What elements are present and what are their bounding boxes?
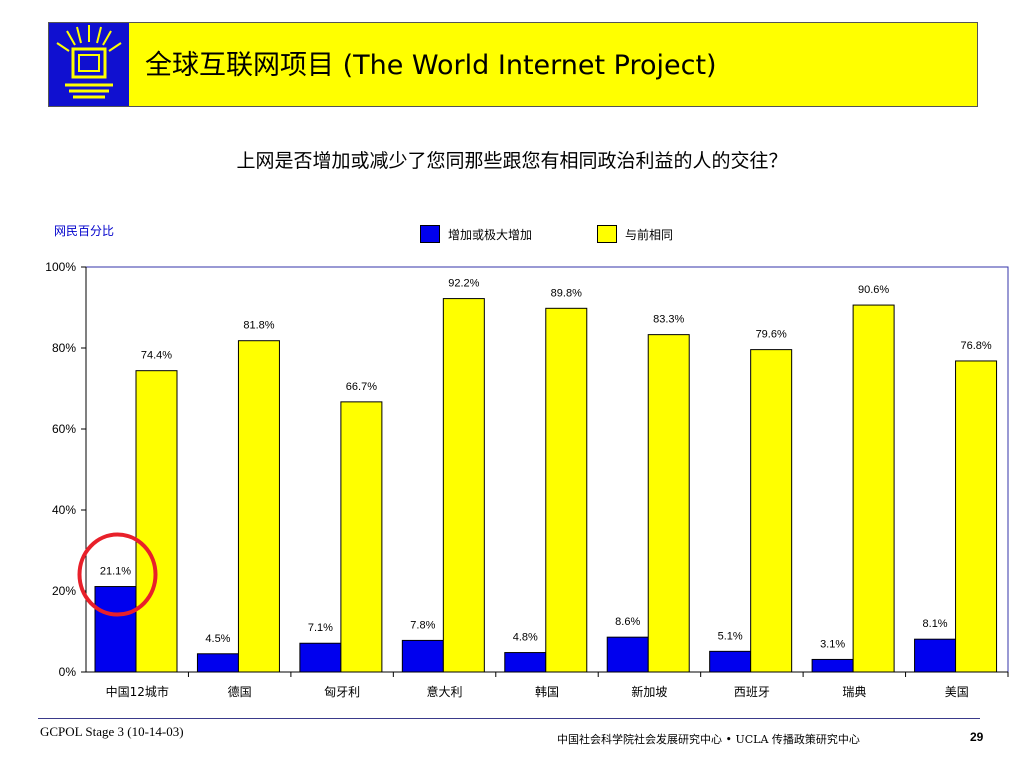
wip-logo (49, 23, 129, 106)
bar-increase (606, 636, 649, 673)
data-label-increase: 5.1% (718, 630, 743, 642)
bar-same (135, 370, 178, 673)
bar-chart: 0% 20% 40% 60% 80% 100% 中国12城市 21.1% 74.4% 德国 4.5%… (45, 260, 1009, 699)
bar-same (545, 307, 588, 673)
footer-stage: GCPOL Stage 3 (10-14-03) (40, 724, 184, 739)
bar-same (442, 298, 485, 673)
data-label-increase: 8.6% (615, 616, 640, 628)
data-label-increase: 7.8% (410, 619, 435, 631)
data-label-increase: 4.8% (513, 632, 538, 644)
y-tick-label: 0% (59, 665, 77, 679)
footer-org: 中国社会科学院社会发展研究中心 • UCLA 传播政策研究中心 (557, 733, 860, 746)
highlight-circle (77, 532, 158, 617)
legend-swatch-same (597, 225, 617, 243)
x-tick-label: 美国 (945, 685, 969, 699)
bar-same (237, 340, 280, 673)
data-label-same: 90.6% (858, 284, 889, 296)
data-label-increase: 8.1% (923, 618, 948, 630)
data-label-increase: 7.1% (308, 622, 333, 634)
x-tick-label: 德国 (228, 684, 252, 699)
data-label-same: 66.7% (346, 381, 377, 393)
data-label-increase: 3.1% (820, 638, 845, 650)
slide-header: 全球互联网项目 (The World Internet Project) (48, 22, 978, 107)
y-tick-label: 40% (52, 503, 76, 517)
y-tick-label: 80% (52, 341, 76, 355)
legend-swatch-increase (420, 225, 440, 243)
x-tick-label: 韩国 (535, 684, 559, 699)
y-axis-label: 网民百分比 (54, 224, 115, 238)
data-label-same: 81.8% (243, 320, 274, 332)
logo-icon (56, 25, 122, 99)
y-tick-label: 60% (52, 422, 76, 436)
x-tick-label: 西班牙 (734, 685, 770, 699)
data-label-same: 89.8% (551, 287, 582, 299)
x-tick-label: 匈牙利 (324, 685, 360, 699)
x-tick-label: 新加坡 (631, 684, 667, 699)
legend-label-same: 与前相同 (625, 227, 674, 242)
data-label-same: 76.8% (960, 340, 991, 352)
y-tick-label: 20% (52, 584, 76, 598)
y-tick-label: 100% (45, 260, 76, 274)
bar-increase (299, 642, 342, 673)
bar-increase (94, 586, 137, 673)
footer-divider (38, 718, 980, 719)
data-label-increase: 21.1% (100, 566, 131, 578)
bar-increase (504, 652, 547, 673)
bar-same (647, 334, 690, 673)
data-label-increase: 4.5% (205, 633, 230, 645)
x-tick-label: 中国12城市 (106, 684, 169, 699)
bar-same (750, 349, 793, 673)
bar-increase (401, 639, 444, 673)
bar-same (955, 360, 998, 673)
bar-same (340, 401, 383, 673)
legend-label-increase: 增加或极大增加 (448, 227, 533, 242)
data-label-same: 79.6% (756, 329, 787, 341)
chart-title: 上网是否增加或减少了您同那些跟您有相同政治利益的人的交往？ (236, 150, 788, 172)
bar-increase (811, 658, 854, 673)
data-label-same: 74.4% (141, 350, 172, 362)
bar-increase (709, 650, 752, 673)
x-tick-label: 意大利 (427, 684, 463, 699)
page-number: 29 (970, 730, 984, 744)
data-label-same: 83.3% (653, 314, 684, 326)
data-label-same: 92.2% (448, 278, 479, 290)
bar-increase (196, 653, 239, 673)
x-tick-label: 瑞典 (842, 685, 866, 699)
bar-same (852, 304, 895, 673)
bar-increase (914, 638, 957, 673)
legend-item-increase: 增加或极大增加 (420, 224, 532, 244)
header-title: 全球互联网项目 (The World Internet Project) (145, 50, 717, 81)
legend-item-same: 与前相同 (597, 224, 673, 244)
